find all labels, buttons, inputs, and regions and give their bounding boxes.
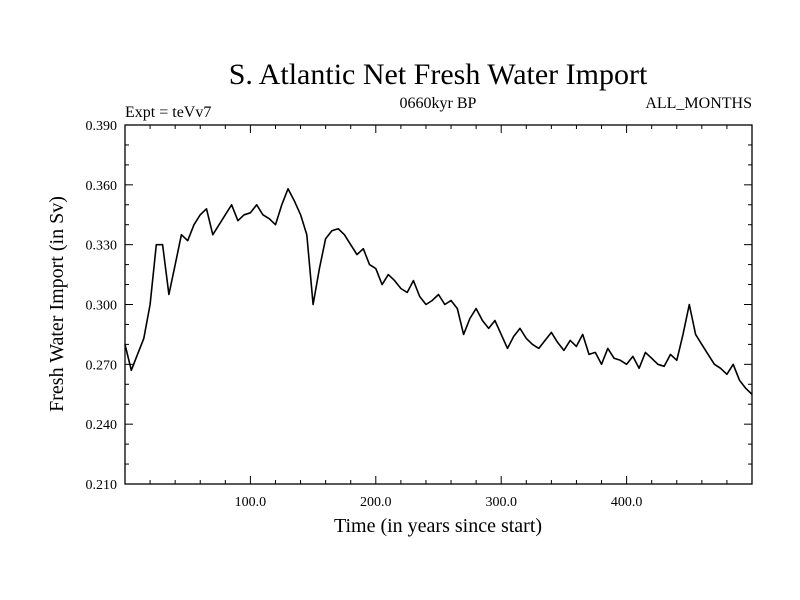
x-tick-label: 200.0 — [360, 495, 392, 510]
x-tick-label: 100.0 — [235, 495, 267, 510]
months-label: ALL_MONTHS — [645, 95, 752, 112]
plot-area: 0.210 0.240 0.270 0.300 0.330 0.360 0.390 100.0… — [86, 119, 753, 510]
y-tick-label: 0.210 — [86, 478, 118, 493]
y-tick-label: 0.270 — [86, 358, 118, 373]
y-tick-label: 0.300 — [86, 299, 118, 314]
y-tick-label: 0.240 — [86, 418, 118, 433]
chart-title: S. Atlantic Net Fresh Water Import — [229, 58, 648, 91]
series-line — [124, 188, 753, 395]
y-axis-label: Fresh Water Import (in Sv) — [46, 196, 68, 412]
x-tick-label: 400.0 — [611, 495, 643, 510]
x-axis-label: Time (in years since start) — [334, 515, 542, 537]
plot-frame — [124, 124, 753, 485]
y-tick-label: 0.360 — [86, 179, 118, 194]
x-tick-label: 300.0 — [485, 495, 517, 510]
experiment-label: Expt = teVv7 — [125, 104, 211, 121]
period-label: 0660kyr BP — [400, 95, 477, 112]
y-tick-label: 0.330 — [86, 239, 118, 254]
y-tick-label: 0.390 — [86, 119, 118, 134]
